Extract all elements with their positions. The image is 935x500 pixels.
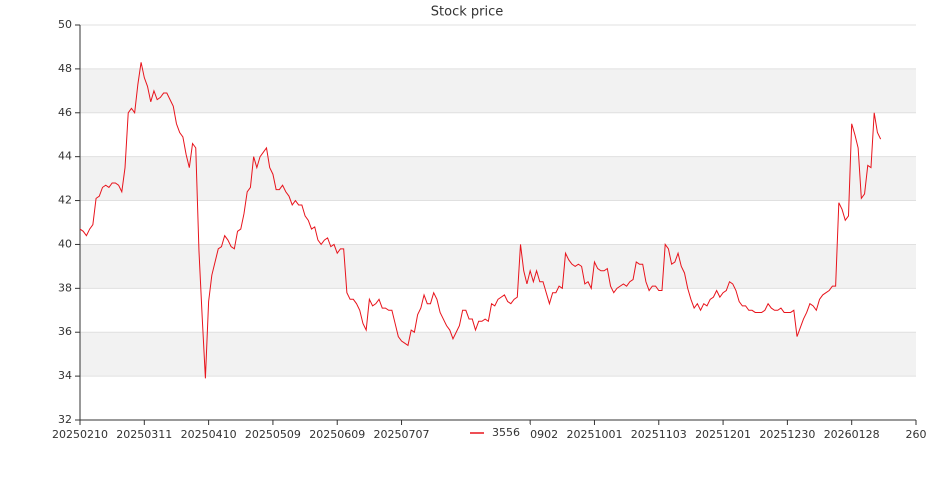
grid-band	[80, 332, 916, 377]
y-tick-label: 40	[58, 237, 72, 250]
price-line	[79, 62, 882, 379]
x-tick-label: 20250311	[116, 428, 172, 441]
x-tick-label: 20250707	[374, 428, 430, 441]
y-tick-label: 46	[58, 106, 72, 119]
y-tick-label: 48	[58, 62, 72, 75]
y-tick-label: 44	[58, 150, 72, 163]
y-tick-label: 34	[58, 369, 72, 382]
x-tick-label: 20250410	[181, 428, 237, 441]
y-tick-label: 32	[58, 413, 72, 426]
x-tick-label: 260	[906, 428, 927, 441]
x-tick-label: 20250609	[309, 428, 365, 441]
grid-band	[80, 244, 916, 289]
x-tick-label: 20251201	[695, 428, 751, 441]
y-tick-label: 50	[58, 18, 72, 31]
y-tick-label: 42	[58, 194, 72, 207]
x-tick-label: 20250210	[52, 428, 108, 441]
x-tick-label: 20251103	[631, 428, 687, 441]
legend-background	[464, 424, 530, 442]
grid-band	[80, 156, 916, 201]
x-tick-label: 20250509	[245, 428, 301, 441]
x-tick-label: 20251001	[566, 428, 622, 441]
y-tick-label: 36	[58, 325, 72, 338]
x-tick-label: 20260128	[824, 428, 880, 441]
chart-title: Stock price	[431, 5, 503, 20]
legend-label: 3556	[492, 426, 520, 439]
y-tick-label: 38	[58, 281, 72, 294]
grid-band	[80, 68, 916, 113]
x-tick-label: 20251230	[759, 428, 815, 441]
